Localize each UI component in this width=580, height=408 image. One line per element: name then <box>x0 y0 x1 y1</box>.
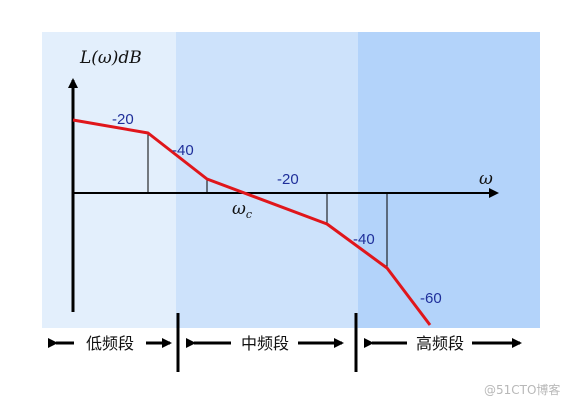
low-frequency-band <box>42 32 176 328</box>
crossover-omega: ω <box>232 199 246 219</box>
mid-frequency-band <box>176 32 358 328</box>
low-band-label: 低频段 <box>86 334 134 353</box>
y-axis-label: L(ω)dB <box>79 48 142 68</box>
magnitude-asymptote-curve <box>72 118 432 326</box>
high-band-label: 高频段 <box>416 334 464 353</box>
mid-band-label: 中频段 <box>241 334 289 353</box>
slope-label-1: -20 <box>112 111 134 128</box>
high-frequency-band <box>358 32 540 328</box>
x-axis-label: ω <box>479 169 493 189</box>
slope-label-4: -40 <box>353 231 375 248</box>
slope-label-3: -20 <box>277 171 299 188</box>
slope-label-5: -60 <box>420 290 442 307</box>
crossover-subscript: c <box>246 208 252 221</box>
crossover-frequency-label: ωc <box>232 199 252 221</box>
watermark: @51CTO博客 <box>484 382 560 397</box>
slope-label-2: -40 <box>172 142 194 159</box>
